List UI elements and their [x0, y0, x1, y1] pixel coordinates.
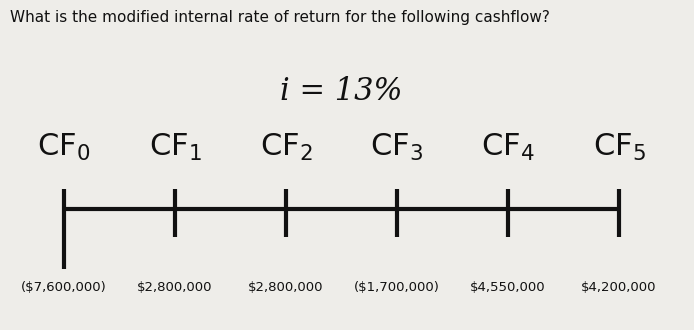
- Text: ($1,700,000): ($1,700,000): [354, 280, 440, 294]
- Text: i = 13%: i = 13%: [280, 76, 403, 107]
- Text: $4,550,000: $4,550,000: [471, 280, 545, 294]
- Text: $\mathregular{CF}_{3}$: $\mathregular{CF}_{3}$: [371, 132, 423, 163]
- Text: $\mathregular{CF}_{4}$: $\mathregular{CF}_{4}$: [481, 132, 535, 163]
- Text: $2,800,000: $2,800,000: [137, 280, 212, 294]
- Text: $2,800,000: $2,800,000: [248, 280, 323, 294]
- Text: $\mathregular{CF}_{0}$: $\mathregular{CF}_{0}$: [37, 132, 90, 163]
- Text: $\mathregular{CF}_{2}$: $\mathregular{CF}_{2}$: [260, 132, 312, 163]
- Text: ($7,600,000): ($7,600,000): [21, 280, 107, 294]
- Text: $\mathregular{CF}_{1}$: $\mathregular{CF}_{1}$: [149, 132, 201, 163]
- Text: $\mathregular{CF}_{5}$: $\mathregular{CF}_{5}$: [593, 132, 645, 163]
- Text: $4,200,000: $4,200,000: [582, 280, 657, 294]
- Text: What is the modified internal rate of return for the following cashflow?: What is the modified internal rate of re…: [10, 10, 550, 25]
